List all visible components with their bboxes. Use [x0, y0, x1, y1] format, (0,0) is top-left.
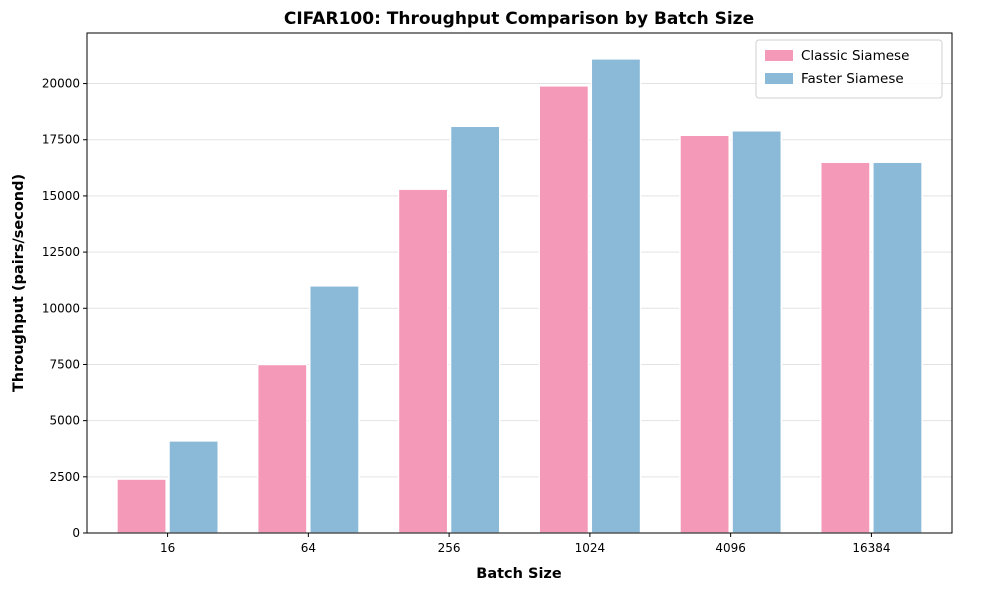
bar-classic-siamese-16: [116, 478, 167, 534]
x-axis-label: Batch Size: [476, 566, 562, 582]
x-tick-label: 16384: [852, 541, 890, 555]
bar-classic-siamese-16384: [819, 161, 871, 534]
bar-faster-siamese-4096: [731, 130, 783, 534]
y-tick-label: 7500: [49, 357, 80, 371]
legend-box: [755, 39, 943, 99]
bar-faster-siamese-16384: [872, 161, 923, 534]
x-tick-label: 4096: [715, 541, 746, 555]
x-tick-label: 1024: [575, 541, 606, 555]
x-tick-label: 64: [301, 541, 316, 555]
legend-swatch-faster-siamese: [765, 73, 793, 84]
legend-swatch-classic-siamese: [765, 50, 793, 61]
bar-faster-siamese-16: [168, 440, 220, 534]
bar-classic-siamese-256: [397, 188, 449, 534]
x-tick-label: 16: [160, 541, 175, 555]
bar-classic-siamese-1024: [538, 85, 590, 534]
y-tick-label: 17500: [42, 133, 80, 147]
bar-layer: [116, 58, 923, 534]
y-tick-label: 5000: [49, 414, 80, 428]
y-tick-label: 0: [72, 526, 80, 540]
legend: Classic Siamese Faster Siamese: [755, 39, 943, 99]
y-tick-label: 2500: [49, 470, 80, 484]
x-tick-label: 256: [438, 541, 461, 555]
bar-classic-siamese-4096: [679, 134, 730, 534]
bar-faster-siamese-1024: [590, 58, 642, 534]
y-tick-label: 15000: [42, 189, 80, 203]
plot-frame: [86, 32, 953, 534]
legend-label-faster-siamese: Faster Siamese: [801, 71, 904, 87]
chart-title: CIFAR100: Throughput Comparison by Batch…: [284, 9, 754, 29]
tick-layer: 0 2500 5000 7500 10000 12500 15000 17500 20000 16…: [42, 77, 891, 555]
bar-faster-siamese-64: [309, 285, 360, 534]
y-tick-label: 20000: [42, 77, 80, 91]
y-axis-label: Throughput (pairs/second): [11, 174, 27, 392]
grid-layer: [87, 83, 952, 534]
y-tick-label: 12500: [42, 245, 80, 259]
legend-label-classic-siamese: Classic Siamese: [801, 48, 909, 64]
bar-faster-siamese-256: [449, 125, 501, 534]
y-tick-label: 10000: [42, 301, 80, 315]
bar-classic-siamese-64: [256, 363, 308, 534]
